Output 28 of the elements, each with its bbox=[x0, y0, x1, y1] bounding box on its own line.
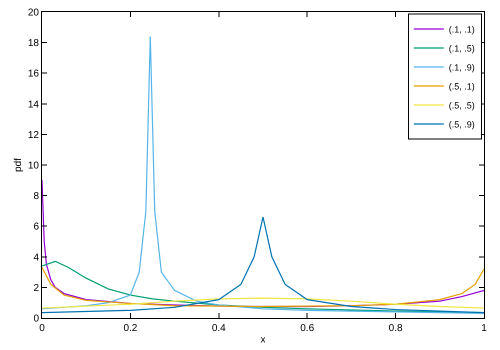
line-series bbox=[42, 36, 484, 314]
x-tick-label: 0.2 bbox=[123, 323, 138, 334]
x-tick-label: 0.8 bbox=[388, 323, 403, 334]
line-series bbox=[42, 266, 484, 308]
y-tick-label: 14 bbox=[28, 99, 40, 110]
y-axis-title: pdf bbox=[12, 158, 24, 172]
legend-label: (.1, .1) bbox=[448, 24, 475, 35]
y-tick-label: 16 bbox=[28, 68, 40, 80]
y-tick-label: 4 bbox=[33, 252, 40, 264]
x-tick-label: 0.4 bbox=[212, 323, 226, 334]
y-tick-label: 8 bbox=[33, 191, 40, 202]
y-tick-label: 20 bbox=[28, 8, 40, 18]
y-tick-label: 2 bbox=[33, 282, 40, 294]
line-series bbox=[42, 216, 484, 314]
y-tick-label: 6 bbox=[33, 222, 40, 233]
x-tick-label: 0.6 bbox=[300, 323, 315, 334]
y-tick-label: 18 bbox=[28, 38, 40, 50]
legend-label: (.1, .5) bbox=[448, 44, 475, 54]
y-tick-label: 0 bbox=[33, 314, 40, 324]
x-tick-label: 1 bbox=[481, 323, 488, 334]
legend-label: (.5, .1) bbox=[448, 82, 475, 92]
line-series bbox=[42, 298, 484, 309]
y-tick-label: 10 bbox=[28, 160, 40, 172]
legend-label: (.5, .5) bbox=[448, 100, 475, 111]
y-tick-label: 12 bbox=[28, 130, 40, 141]
legend-label: (.1, .9) bbox=[448, 62, 475, 73]
legend-label: (.5, .9) bbox=[448, 120, 475, 130]
x-axis-title: x bbox=[260, 334, 266, 346]
